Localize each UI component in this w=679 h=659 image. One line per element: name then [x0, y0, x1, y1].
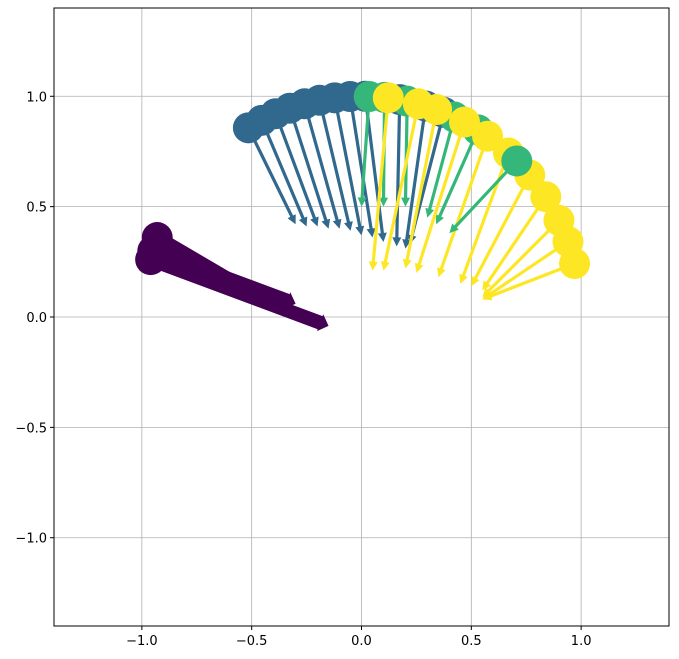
arrow-yellow	[471, 174, 532, 287]
arrow-yellow	[482, 240, 569, 300]
y-tick-label: 0.5	[26, 201, 47, 216]
marker-green	[501, 145, 533, 177]
arrow-yellow	[459, 152, 510, 284]
arrows	[148, 96, 576, 332]
arrow-yellow	[482, 219, 561, 298]
arrow-blue	[402, 105, 428, 249]
arrow-green	[401, 101, 411, 207]
arrow-green	[449, 159, 518, 234]
arrow-yellow	[402, 109, 439, 269]
arrow-green	[435, 129, 480, 225]
arrow-green	[425, 116, 456, 218]
arrow-blue	[333, 97, 365, 236]
arrow-blue	[274, 113, 319, 227]
markers	[135, 80, 591, 280]
marker-yellow	[449, 106, 481, 138]
arrow-green	[357, 96, 371, 207]
y-tick-label: −0.5	[15, 421, 47, 436]
x-tick-label: 0.0	[351, 634, 372, 649]
x-tick-label: −1.0	[126, 634, 158, 649]
marker-yellow	[421, 94, 453, 126]
arrow-blue	[317, 99, 353, 231]
arrow-blue	[260, 119, 308, 227]
marker-yellow	[472, 120, 504, 152]
marker-yellow	[372, 82, 404, 114]
x-tick-label: 0.5	[461, 634, 482, 649]
arrow-yellow	[437, 135, 490, 278]
y-tick-label: 1.0	[26, 90, 47, 105]
marker-purple	[141, 222, 173, 254]
arrow-blue	[363, 96, 387, 242]
arrow-blue	[348, 96, 376, 238]
arrow-yellow	[368, 97, 390, 271]
marker-yellow	[559, 248, 591, 280]
y-tick-label: −1.0	[15, 532, 47, 547]
arrow-yellow	[380, 103, 420, 271]
arrow-blue	[246, 127, 296, 225]
x-tick-label: −0.5	[236, 634, 268, 649]
y-tick-label: 0.0	[26, 311, 47, 326]
arrow-blue	[392, 99, 402, 247]
arrow-yellow	[482, 195, 548, 291]
ticks: −1.0 −0.5 0.0 0.5 1.0 −1.0 −0.5 0.0 0.5 1.0	[15, 90, 591, 649]
x-tick-label: 1.0	[571, 634, 592, 649]
arrow-purple	[153, 231, 263, 303]
marker-yellow	[530, 181, 562, 213]
arrow-blue	[303, 103, 342, 229]
arrow-blue	[288, 107, 331, 229]
arrow-yellow	[482, 262, 576, 301]
arrow-yellow	[414, 121, 467, 273]
